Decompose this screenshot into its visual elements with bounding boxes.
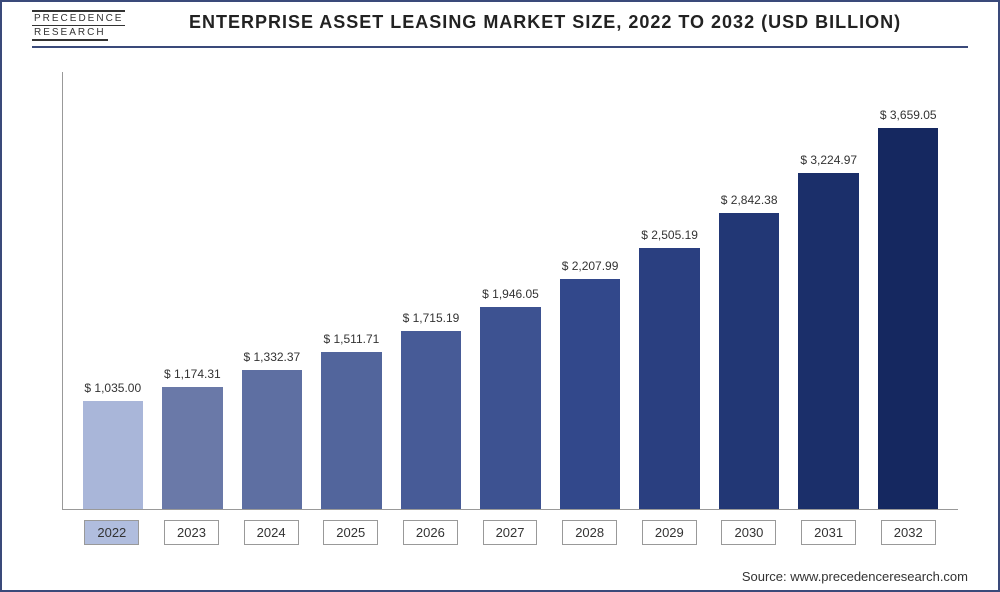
bar-value-label: $ 3,224.97	[800, 153, 857, 167]
source-credit: Source: www.precedenceresearch.com	[742, 569, 968, 584]
x-tick-label: 2027	[483, 520, 538, 545]
bars-row: $ 1,035.00 $ 1,174.31 $ 1,332.37 $ 1,511.71…	[63, 72, 958, 509]
chart-title: ENTERPRISE ASSET LEASING MARKET SIZE, 20…	[122, 12, 968, 41]
bar-value-label: $ 2,842.38	[721, 193, 778, 207]
bar	[798, 173, 858, 509]
bar-group: $ 3,659.05	[868, 72, 948, 509]
bar-group: $ 1,511.71	[312, 72, 392, 509]
bar-value-label: $ 2,207.99	[562, 259, 619, 273]
bar	[321, 352, 381, 509]
bar	[401, 331, 461, 509]
bar-value-label: $ 1,332.37	[244, 350, 301, 364]
x-tick-label: 2029	[642, 520, 697, 545]
bar	[242, 370, 302, 509]
x-tick-label: 2026	[403, 520, 458, 545]
x-tick: 2024	[231, 520, 311, 550]
bar-group: $ 1,715.19	[391, 72, 471, 509]
chart-container: PRECEDENCE RESEARCH ENTERPRISE ASSET LEA…	[0, 0, 1000, 592]
x-axis: 2022 2023 2024 2025 2026 2027 2028 2029 2030 2031…	[62, 520, 958, 550]
x-tick-label: 2030	[721, 520, 776, 545]
bar-group: $ 1,332.37	[232, 72, 312, 509]
x-tick-label: 2025	[323, 520, 378, 545]
title-underline	[32, 46, 968, 48]
bar	[83, 401, 143, 509]
bar-group: $ 1,946.05	[471, 72, 551, 509]
bar-value-label: $ 1,174.31	[164, 367, 221, 381]
bar-group: $ 1,035.00	[73, 72, 153, 509]
bar	[639, 248, 699, 509]
bar	[560, 279, 620, 509]
x-tick-label: 2024	[244, 520, 299, 545]
bar-group: $ 2,207.99	[550, 72, 630, 509]
x-tick-label: 2031	[801, 520, 856, 545]
x-tick: 2028	[550, 520, 630, 550]
bar-value-label: $ 1,511.71	[323, 332, 379, 346]
bar-group: $ 2,842.38	[709, 72, 789, 509]
x-tick: 2032	[868, 520, 948, 550]
x-tick: 2029	[629, 520, 709, 550]
bar-value-label: $ 3,659.05	[880, 108, 937, 122]
bar	[719, 213, 779, 509]
x-tick: 2031	[789, 520, 869, 550]
bar-group: $ 2,505.19	[630, 72, 710, 509]
bar-value-label: $ 2,505.19	[641, 228, 698, 242]
bar	[480, 307, 540, 509]
logo-line1: PRECEDENCE	[32, 10, 125, 26]
x-tick-label: 2023	[164, 520, 219, 545]
bar-value-label: $ 1,035.00	[84, 381, 141, 395]
x-tick: 2026	[391, 520, 471, 550]
logo-line2: RESEARCH	[32, 26, 108, 41]
x-tick: 2022	[72, 520, 152, 550]
x-tick: 2025	[311, 520, 391, 550]
bar-value-label: $ 1,946.05	[482, 287, 539, 301]
x-tick-label: 2022	[84, 520, 139, 545]
x-tick: 2030	[709, 520, 789, 550]
x-tick-label: 2028	[562, 520, 617, 545]
bar-value-label: $ 1,715.19	[403, 311, 460, 325]
bar	[878, 128, 938, 509]
x-tick: 2027	[470, 520, 550, 550]
x-tick: 2023	[152, 520, 232, 550]
bar-group: $ 3,224.97	[789, 72, 869, 509]
plot-area: $ 1,035.00 $ 1,174.31 $ 1,332.37 $ 1,511.71…	[62, 72, 958, 510]
brand-logo: PRECEDENCE RESEARCH	[32, 10, 125, 41]
x-tick-label: 2032	[881, 520, 936, 545]
bar-group: $ 1,174.31	[153, 72, 233, 509]
bar	[162, 387, 222, 509]
